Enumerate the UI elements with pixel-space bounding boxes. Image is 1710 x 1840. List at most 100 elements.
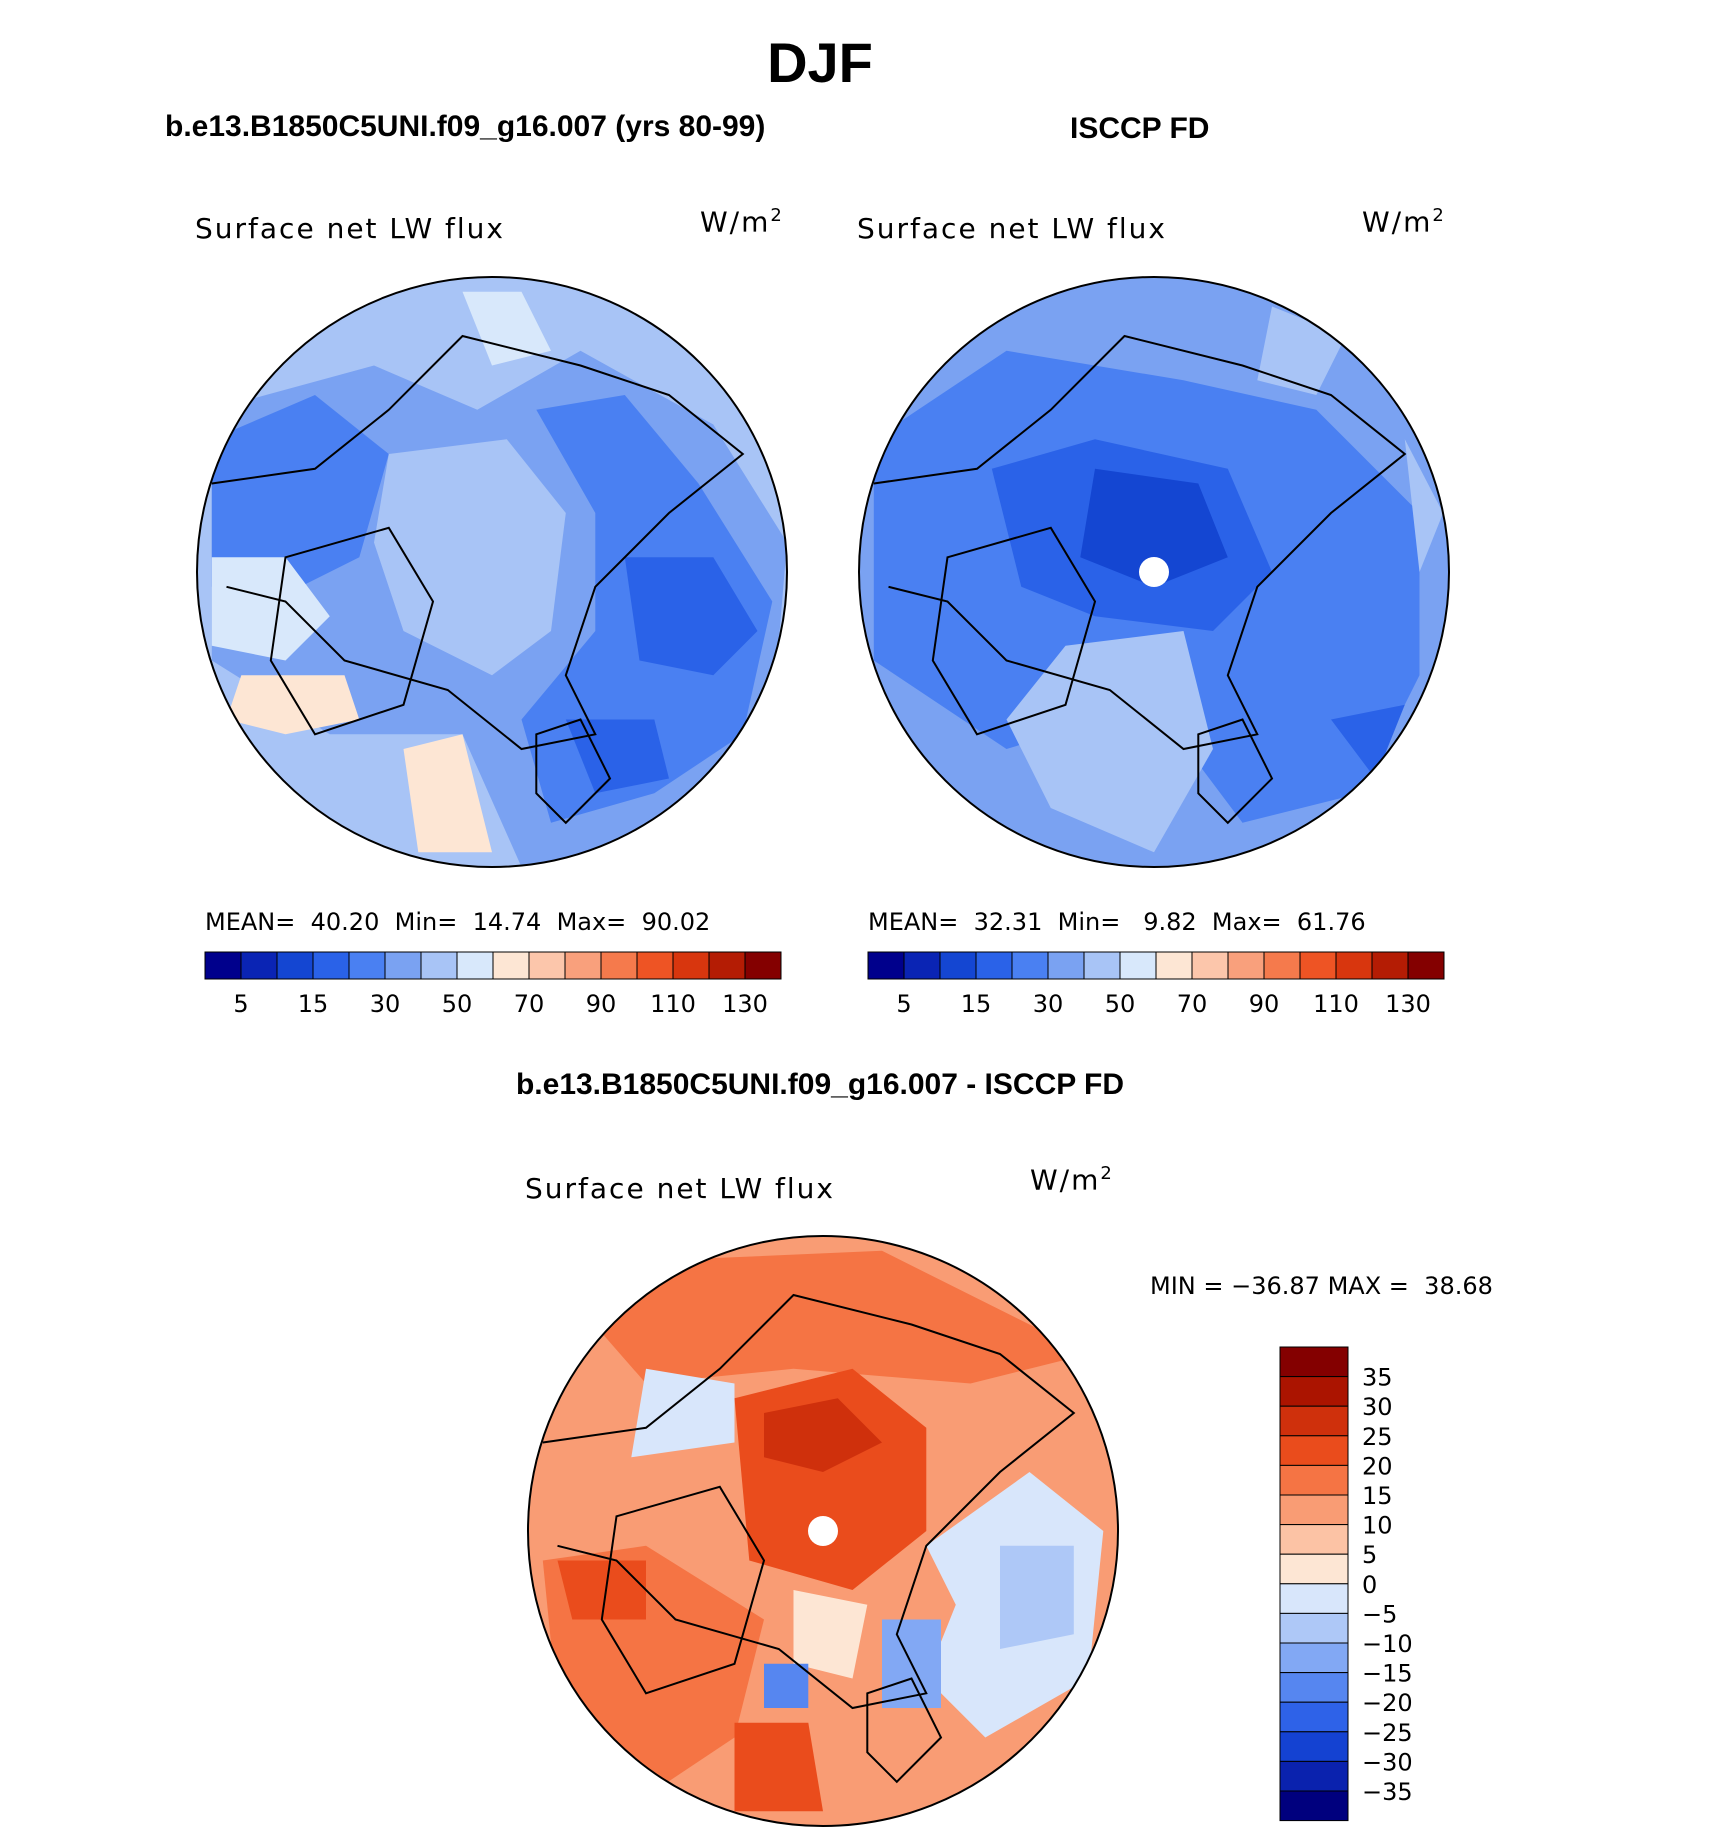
colorbar-obs-tick-15: 15	[961, 990, 992, 1018]
colorbar-diff-tick-5: 10	[1362, 1512, 1393, 1540]
obs-panel-title: ISCCP FD	[1070, 112, 1210, 145]
colorbar-model-tick-50: 50	[442, 990, 473, 1018]
colorbar-obs-box-0	[867, 951, 905, 980]
diff-min-value: −36.87	[1231, 1272, 1320, 1300]
diff-max-label: MAX =	[1327, 1272, 1409, 1300]
colorbar-model-tick-5: 5	[233, 990, 248, 1018]
obs-max-value: 61.76	[1296, 908, 1366, 936]
colorbar-diff-tick-6: 5	[1362, 1541, 1377, 1569]
model-max-label: Max=	[556, 908, 627, 936]
diff-stats: MIN = −36.87 MAX = 38.68	[1150, 1272, 1493, 1300]
model-units-label: W/m2	[700, 205, 784, 238]
colorbar-diff-box-12	[1279, 1701, 1349, 1733]
colorbar-model-box-13	[672, 951, 710, 980]
colorbar-diff-box-10	[1279, 1642, 1349, 1674]
scandinavia-outline-obs	[1197, 718, 1274, 825]
obs-units-label: W/m2	[1362, 205, 1446, 238]
map-border-model	[196, 276, 788, 868]
obs-variable-label: Surface net LW flux	[857, 212, 1167, 245]
colorbar-obs-tick-5: 5	[896, 990, 911, 1018]
colorbar-model-box-6	[420, 951, 458, 980]
greenland-outline-obs	[931, 526, 1097, 736]
colorbar-obs-box-1	[903, 951, 941, 980]
diff-variable-label: Surface net LW flux	[525, 1172, 835, 1205]
pole-hole-obs	[1139, 557, 1169, 587]
contour-fill-diff-11	[793, 1590, 868, 1679]
model-max-value: 90.02	[641, 908, 711, 936]
colorbar-diff-tick-9: −10	[1362, 1630, 1413, 1658]
map-diff	[528, 1236, 1118, 1826]
colorbar-model-box-5	[384, 951, 422, 980]
colorbar-obs-tick-110: 110	[1313, 990, 1359, 1018]
contour-fill-diff-5	[557, 1560, 646, 1620]
colorbars: 5 15 30 50 70 90 110 130 5 15 30 50 70 90 110 130353025…	[204, 951, 1445, 1822]
contour-fill-diff-4	[764, 1398, 882, 1472]
colorbar-model-box-2	[276, 951, 314, 980]
obs-units-text: W/m	[1362, 205, 1433, 239]
colorbar-diff-tick-2: 25	[1362, 1423, 1393, 1451]
contour-fill-diff-10	[631, 1368, 735, 1458]
diff-units-exp: 2	[1100, 1163, 1114, 1184]
colorbar-diff-box-13	[1279, 1731, 1349, 1762]
contour-fill-diff-6	[734, 1722, 823, 1812]
colorbar-diff-tick-8: −5	[1362, 1600, 1397, 1628]
model-units-text: W/m	[700, 205, 771, 239]
polar-maps	[196, 276, 1450, 1827]
colorbar-model-box-14	[708, 951, 746, 980]
colorbar-diff-box-2	[1279, 1405, 1349, 1437]
colorbar-diff-box-3	[1279, 1435, 1349, 1466]
model-units-exp: 2	[770, 205, 784, 226]
colorbar-obs-box-6	[1083, 951, 1121, 980]
colorbar-model-box-4	[348, 951, 386, 980]
colorbar-obs-box-14	[1371, 951, 1409, 980]
obs-max-label: Max=	[1211, 908, 1282, 936]
colorbar-diff-tick-7: 0	[1362, 1571, 1377, 1599]
model-min-label: Min=	[394, 908, 458, 936]
model-min-value: 14.74	[472, 908, 542, 936]
diff-units-label: W/m2	[1030, 1163, 1114, 1196]
greenland-outline-diff	[600, 1485, 766, 1695]
map-model	[197, 277, 787, 867]
diff-max-value: 38.68	[1424, 1272, 1493, 1300]
diff-panel-title: b.e13.B1850C5UNI.f09_g16.007 - ISCCP FD	[515, 1068, 1125, 1101]
map-obs	[859, 277, 1449, 867]
greenland-outline-model	[269, 526, 435, 736]
colorbar-diff-box-0	[1279, 1346, 1349, 1378]
colorbar-diff-box-15	[1279, 1790, 1349, 1822]
pole-hole-diff	[808, 1516, 838, 1546]
contour-fill-model-9	[403, 734, 492, 853]
contour-fill-obs-7	[1331, 704, 1405, 779]
colorbar-obs-box-10	[1227, 951, 1265, 980]
diff-min-label: MIN =	[1150, 1272, 1224, 1300]
model-stats: MEAN= 40.20 Min= 14.74 Max= 90.02	[205, 908, 710, 936]
colorbar-model-box-1	[240, 951, 278, 980]
colorbar-model-box-8	[492, 951, 530, 980]
colorbar-obs-box-7	[1119, 951, 1157, 980]
contour-fill-model-6	[374, 439, 566, 676]
colorbar-diff-box-5	[1279, 1494, 1349, 1526]
figure-title: DJF	[767, 31, 873, 94]
colorbar-model-box-3	[312, 951, 350, 980]
colorbar-obs-box-4	[1011, 951, 1049, 980]
colorbar-diff-tick-4: 15	[1362, 1482, 1393, 1510]
colorbar-obs-tick-50: 50	[1105, 990, 1136, 1018]
colorbar-model-tick-15: 15	[298, 990, 329, 1018]
colorbar-diff-box-7	[1279, 1553, 1349, 1585]
colorbar-obs-tick-90: 90	[1249, 990, 1280, 1018]
colorbar-diff-box-14	[1279, 1760, 1349, 1792]
obs-stats: MEAN= 32.31 Min= 9.82 Max= 61.76	[868, 908, 1366, 936]
obs-min-value: 9.82	[1143, 908, 1197, 936]
map-border-obs	[858, 276, 1450, 868]
colorbar-model-tick-90: 90	[586, 990, 617, 1018]
colorbar-obs-box-2	[939, 951, 977, 980]
contour-fill-model-7	[211, 557, 330, 661]
colorbar-obs-box-15	[1407, 951, 1445, 980]
colorbar-model-box-7	[456, 951, 494, 980]
colorbar-diff-box-9	[1279, 1612, 1349, 1644]
colorbar-model-box-0	[204, 951, 242, 980]
obs-units-exp: 2	[1432, 205, 1446, 226]
colorbar-diff-tick-13: −30	[1362, 1748, 1413, 1776]
colorbar-obs-tick-30: 30	[1033, 990, 1064, 1018]
contour-fill-obs-4	[1006, 631, 1213, 853]
